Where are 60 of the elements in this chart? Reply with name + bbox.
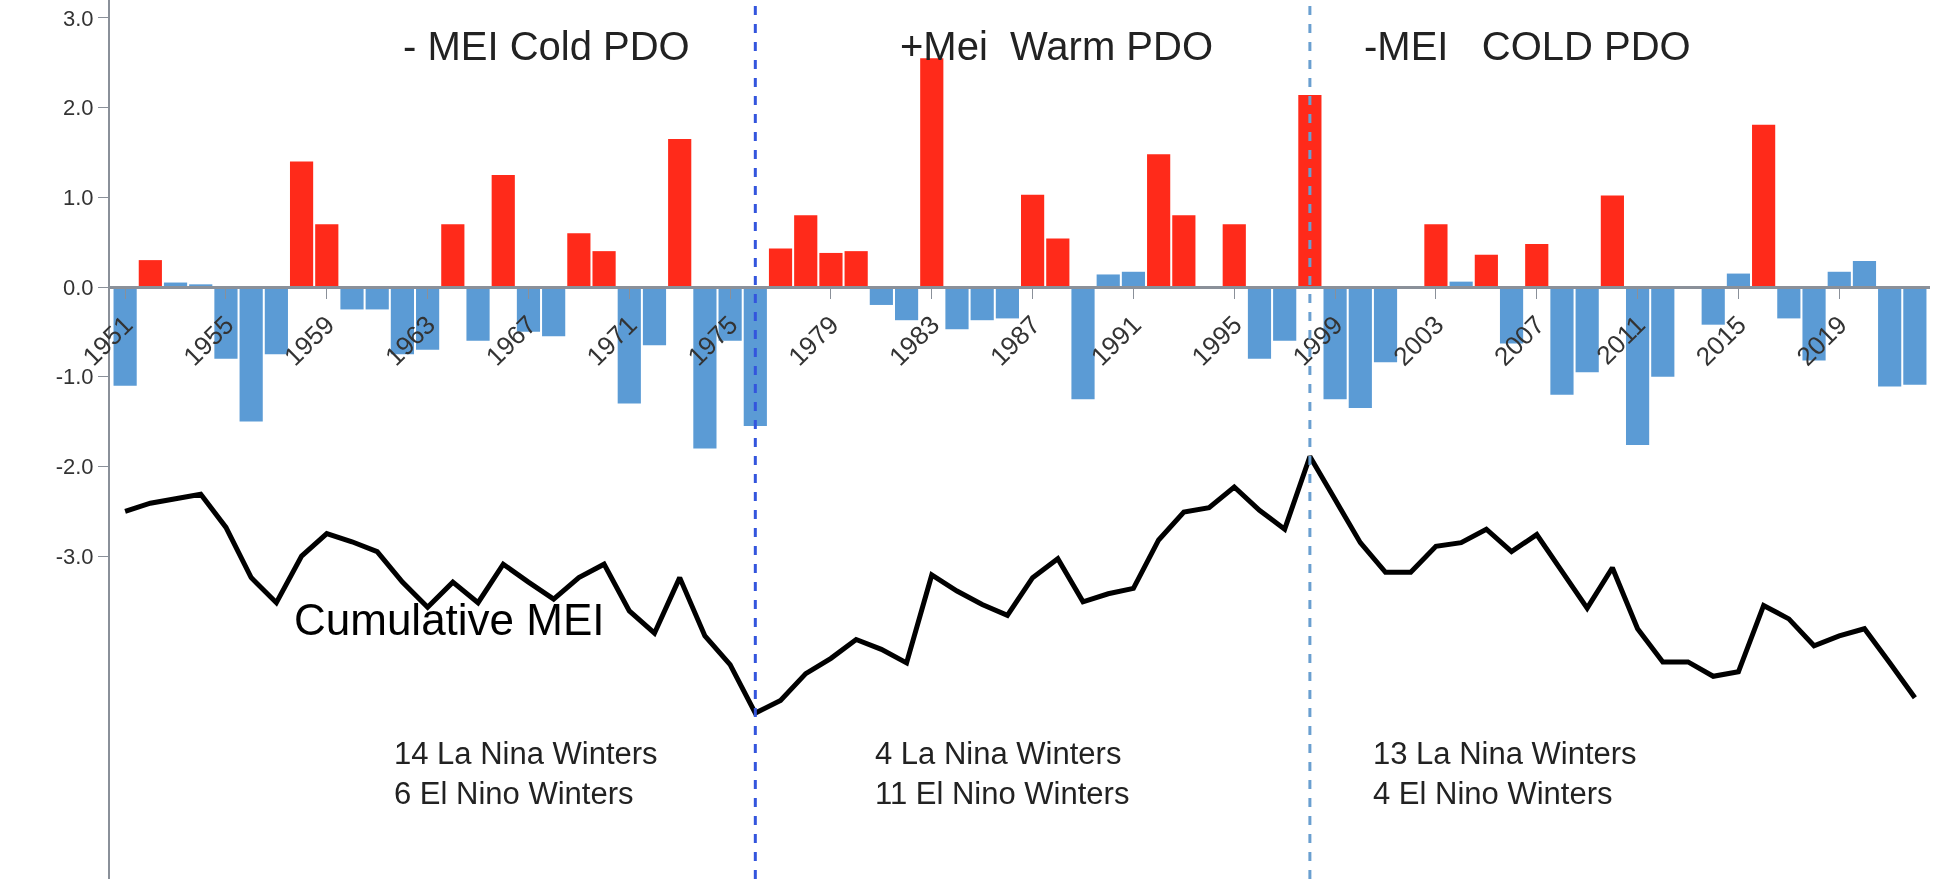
bar (1777, 287, 1801, 319)
bar (1222, 224, 1246, 288)
bar (1474, 254, 1498, 288)
bar (264, 287, 288, 355)
bar (1525, 243, 1549, 288)
y-tick-label: -2.0 (55, 454, 94, 480)
bar (920, 58, 944, 288)
bar (819, 252, 843, 288)
bar (289, 161, 314, 288)
annotation: - MEI Cold PDO (403, 24, 690, 68)
bar (315, 224, 339, 288)
bar (1852, 261, 1877, 288)
annotation: -MEI COLD PDO (1364, 24, 1691, 68)
bar (491, 174, 515, 288)
bar (1550, 287, 1574, 395)
y-tick-label: 0.0 (63, 274, 94, 300)
series-label: Cumulative MEI (294, 595, 605, 644)
y-tick-label: 1.0 (63, 185, 94, 211)
bar (592, 251, 616, 288)
bar (794, 215, 818, 288)
bar (542, 287, 566, 337)
y-tick-label: -1.0 (55, 364, 94, 390)
y-tick-label: -3.0 (55, 543, 94, 569)
bar (1600, 195, 1624, 288)
annotation: +Mei Warm PDO (900, 24, 1213, 68)
bar (1121, 271, 1146, 288)
bar (441, 224, 465, 288)
bar (1752, 124, 1776, 288)
bar (1424, 224, 1448, 288)
bar (567, 233, 591, 288)
bar (1575, 287, 1599, 373)
bar (1147, 154, 1171, 288)
bar (1903, 287, 1927, 385)
annotation: 4 La Nina Winters 11 El Nino Winters (875, 736, 1130, 812)
bar (743, 287, 767, 427)
bar (1298, 95, 1322, 288)
y-tick-label: 3.0 (63, 5, 94, 31)
bar (768, 248, 793, 288)
bar (340, 287, 364, 310)
annotation: 14 La Nina Winters 6 El Nino Winters (394, 736, 658, 812)
bar (1046, 238, 1070, 288)
bar (970, 287, 994, 321)
bar (239, 287, 263, 422)
bar (138, 260, 162, 288)
bar (1096, 274, 1120, 288)
bar (1021, 194, 1045, 288)
bar (1827, 271, 1851, 288)
bar (945, 287, 969, 330)
bar (1878, 287, 1902, 387)
bar (1172, 215, 1196, 288)
annotation: 13 La Nina Winters 4 El Nino Winters (1373, 736, 1637, 812)
bar (844, 251, 868, 288)
bar (1651, 287, 1675, 377)
y-tick-label: 2.0 (63, 95, 94, 121)
bar (642, 287, 667, 346)
bar (1071, 287, 1095, 400)
bar (1247, 287, 1272, 359)
bar (466, 287, 490, 341)
bar (1348, 287, 1372, 409)
bar (668, 139, 692, 288)
